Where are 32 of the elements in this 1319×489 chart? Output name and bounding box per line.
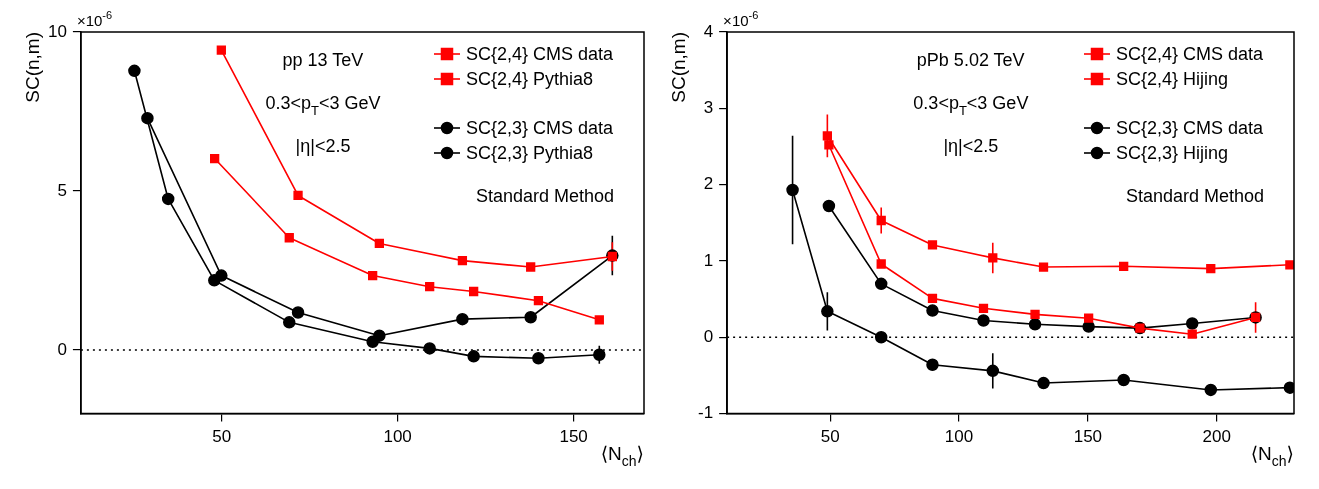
legend-label: SC{2,4} CMS data <box>1116 44 1265 64</box>
y-tick-label: 4 <box>703 21 714 41</box>
annotation: Standard Method <box>475 186 614 206</box>
legend-label: SC{2,3} Pythia8 <box>466 143 594 163</box>
legend-label: SC{2,4} Pythia8 <box>466 69 594 89</box>
y-tick-label: 10 <box>47 21 67 41</box>
x-tick-label: 150 <box>559 427 588 447</box>
x-tick-label: 150 <box>1073 427 1103 447</box>
annotation: |η|<2.5 <box>295 136 351 156</box>
x-tick-label: 100 <box>383 427 412 447</box>
x-tick-label: 50 <box>212 427 232 447</box>
y-axis-title: SC(n,m) <box>668 31 690 103</box>
legend-label: SC{2,3} CMS data <box>1116 118 1265 138</box>
y-tick-label: 0 <box>703 326 714 346</box>
y-tick-label: 2 <box>703 174 714 194</box>
legend-label: SC{2,4} Hijing <box>1116 69 1229 89</box>
x-tick-label: 100 <box>944 427 974 447</box>
y-tick-label: 1 <box>703 250 714 270</box>
y-axis-title: SC(n,m) <box>21 31 43 103</box>
y-tick-label: 3 <box>703 98 714 118</box>
x-tick-label: 200 <box>1202 427 1231 447</box>
annotation: Standard Method <box>1125 186 1264 206</box>
annotation: pp 13 TeV <box>282 50 364 70</box>
annotation: pPb 5.02 TeV <box>916 50 1025 70</box>
legend-label: SC{2,3} CMS data <box>466 118 615 138</box>
legend-label: SC{2,3} Hijing <box>1116 143 1229 163</box>
y-tick-label: 0 <box>57 339 67 359</box>
annotation: |η|<2.5 <box>943 136 999 156</box>
legend-label: SC{2,4} CMS data <box>466 44 615 64</box>
y-tick-label: -1 <box>697 403 714 423</box>
x-tick-label: 50 <box>820 427 840 447</box>
y-tick-label: 5 <box>57 180 67 200</box>
